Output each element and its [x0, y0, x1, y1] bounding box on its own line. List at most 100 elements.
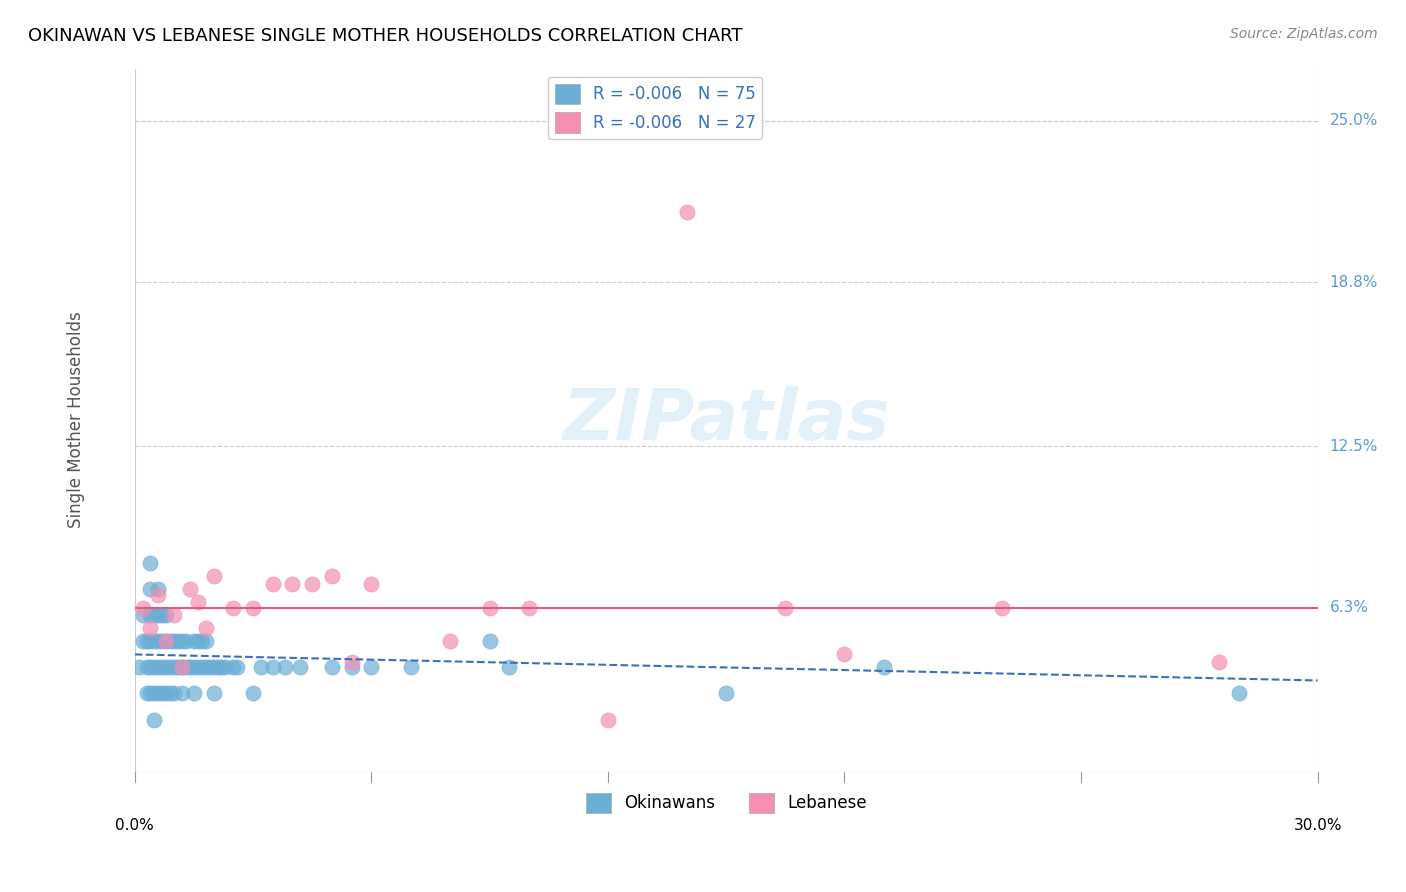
Point [150, 634, 173, 648]
Point [190, 634, 212, 648]
Point [183, 660, 205, 674]
Point [135, 634, 157, 648]
Point [222, 660, 245, 674]
Point [159, 686, 181, 700]
Point [148, 588, 170, 602]
Text: Single Mother Households: Single Mother Households [66, 311, 84, 528]
Point [439, 634, 461, 648]
Point [174, 660, 197, 674]
Point [139, 582, 162, 597]
Point [163, 686, 186, 700]
Point [150, 608, 173, 623]
Point [143, 713, 166, 727]
Point [163, 634, 186, 648]
Point [478, 634, 501, 648]
Point [226, 660, 249, 674]
Point [155, 608, 177, 623]
Point [202, 660, 225, 674]
Point [360, 660, 382, 674]
Point [517, 600, 540, 615]
Point [207, 660, 229, 674]
Point [991, 600, 1014, 615]
Point [139, 686, 162, 700]
Point [183, 686, 205, 700]
Point [183, 634, 205, 648]
Point [775, 600, 797, 615]
Text: Source: ZipAtlas.com: Source: ZipAtlas.com [1230, 27, 1378, 41]
Point [179, 660, 201, 674]
Text: 12.5%: 12.5% [1330, 439, 1378, 454]
Point [148, 660, 170, 674]
Text: 0.0%: 0.0% [115, 819, 155, 833]
Point [194, 634, 217, 648]
Point [139, 634, 162, 648]
Point [202, 686, 225, 700]
Point [131, 608, 153, 623]
Point [834, 648, 856, 662]
Point [281, 577, 304, 591]
Point [155, 634, 177, 648]
Point [135, 660, 157, 674]
Point [321, 569, 343, 583]
Point [139, 608, 162, 623]
Point [159, 660, 181, 674]
Text: 18.8%: 18.8% [1330, 275, 1378, 290]
Point [290, 660, 312, 674]
Point [170, 686, 193, 700]
Point [250, 660, 273, 674]
Point [170, 634, 193, 648]
Point [187, 634, 209, 648]
Point [131, 600, 153, 615]
Point [155, 686, 177, 700]
Point [596, 713, 619, 727]
Point [128, 660, 150, 674]
Text: ZIPatlas: ZIPatlas [562, 385, 890, 455]
Point [262, 577, 284, 591]
Point [135, 686, 157, 700]
Point [143, 686, 166, 700]
Point [148, 634, 170, 648]
Point [139, 556, 162, 570]
Point [179, 582, 201, 597]
Point [273, 660, 295, 674]
Point [222, 600, 245, 615]
Point [159, 634, 181, 648]
Text: 6.3%: 6.3% [1330, 600, 1368, 615]
Point [190, 660, 212, 674]
Point [187, 595, 209, 609]
Point [360, 577, 382, 591]
Text: 30.0%: 30.0% [1294, 819, 1341, 833]
Point [498, 660, 520, 674]
Point [262, 660, 284, 674]
Point [198, 660, 221, 674]
Text: OKINAWAN VS LEBANESE SINGLE MOTHER HOUSEHOLDS CORRELATION CHART: OKINAWAN VS LEBANESE SINGLE MOTHER HOUSE… [28, 27, 742, 45]
Point [150, 686, 173, 700]
Point [214, 660, 236, 674]
Point [194, 660, 217, 674]
Point [163, 660, 186, 674]
Point [340, 660, 363, 674]
Point [163, 608, 186, 623]
Point [478, 600, 501, 615]
Point [131, 634, 153, 648]
Point [714, 686, 737, 700]
Point [148, 582, 170, 597]
Point [242, 686, 264, 700]
Point [211, 660, 233, 674]
Point [148, 686, 170, 700]
Point [399, 660, 422, 674]
Point [155, 634, 177, 648]
Point [167, 634, 190, 648]
Point [167, 660, 190, 674]
Point [143, 634, 166, 648]
Point [148, 608, 170, 623]
Point [1208, 655, 1230, 669]
Point [873, 660, 896, 674]
Point [150, 660, 173, 674]
Point [174, 634, 197, 648]
Point [242, 600, 264, 615]
Point [194, 621, 217, 635]
Point [321, 660, 343, 674]
Point [1227, 686, 1250, 700]
Point [675, 204, 697, 219]
